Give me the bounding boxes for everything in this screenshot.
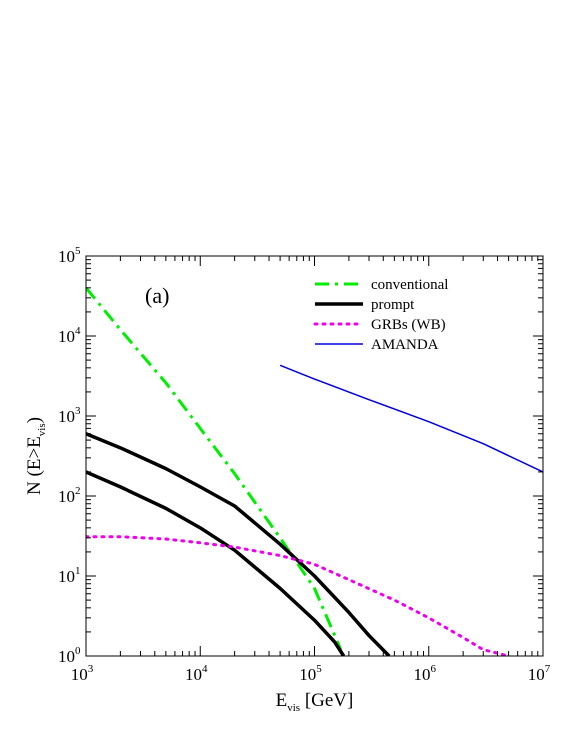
x-tick-exp: 7	[545, 663, 551, 675]
y-tick-label: 103	[58, 405, 81, 426]
x-tick-exp: 4	[202, 663, 208, 675]
y-tick-base: 10	[58, 247, 75, 266]
x-axis-title-main: E	[276, 690, 288, 711]
x-tick-label: 106	[414, 663, 437, 684]
x-tick-label: 104	[185, 663, 208, 684]
x-tick-exp: 6	[431, 663, 437, 675]
legend-label: AMANDA	[371, 337, 439, 353]
x-axis-title-tail: [GeV]	[300, 690, 353, 711]
y-tick-base: 10	[58, 487, 75, 506]
y-tick-base: 10	[58, 327, 75, 346]
series-line-amanda	[279, 364, 543, 473]
y-tick-label: 100	[58, 645, 81, 666]
series-line-prompt-lower-2	[86, 470, 346, 656]
x-tick-base: 10	[414, 665, 431, 684]
y-tick-exp: 1	[75, 565, 81, 577]
x-tick-label: 103	[71, 663, 94, 684]
y-tick-base: 10	[58, 647, 75, 666]
y-tick-label: 101	[58, 565, 81, 586]
x-tick-label: 107	[528, 663, 551, 684]
y-axis-title-sub: vis	[36, 423, 48, 436]
y-tick-label: 105	[58, 245, 81, 266]
y-tick-exp: 2	[75, 485, 81, 497]
x-tick-label: 105	[299, 663, 322, 684]
legend: conventional prompt GRBs (WB) AMANDA	[313, 277, 448, 353]
x-tick-exp: 3	[88, 663, 94, 675]
series-layer	[86, 286, 543, 656]
series-line-prompt	[86, 432, 391, 656]
legend-label: prompt	[371, 297, 415, 313]
x-tick-base: 10	[71, 665, 88, 684]
y-tick-base: 10	[58, 567, 75, 586]
y-tick-exp: 0	[75, 645, 81, 657]
y-tick-exp: 3	[75, 405, 81, 417]
legend-label: GRBs (WB)	[371, 317, 446, 333]
y-axis-title-pre: N (E>E	[24, 436, 45, 495]
y-tick-label: 102	[58, 485, 81, 506]
x-tick-exp: 5	[316, 663, 322, 675]
y-tick-exp: 5	[75, 245, 81, 257]
y-axis-title-post: )	[24, 417, 45, 423]
y-tick-base: 10	[58, 407, 75, 426]
y-tick-label: 104	[58, 325, 81, 346]
x-tick-base: 10	[299, 665, 316, 684]
legend-label: conventional	[371, 277, 448, 293]
series-line-grbs-wb	[86, 535, 511, 656]
x-tick-base: 10	[185, 665, 202, 684]
series-line-conventional	[86, 286, 343, 651]
y-tick-exp: 4	[75, 325, 81, 337]
x-axis-title-sub: vis	[287, 702, 300, 714]
x-axis-title: Evis [GeV]	[276, 690, 354, 714]
y-axis-title: N (E>Evis)	[24, 417, 48, 495]
x-tick-base: 10	[528, 665, 545, 684]
panel-label: (a)	[145, 283, 169, 308]
plot-frame	[85, 255, 544, 657]
